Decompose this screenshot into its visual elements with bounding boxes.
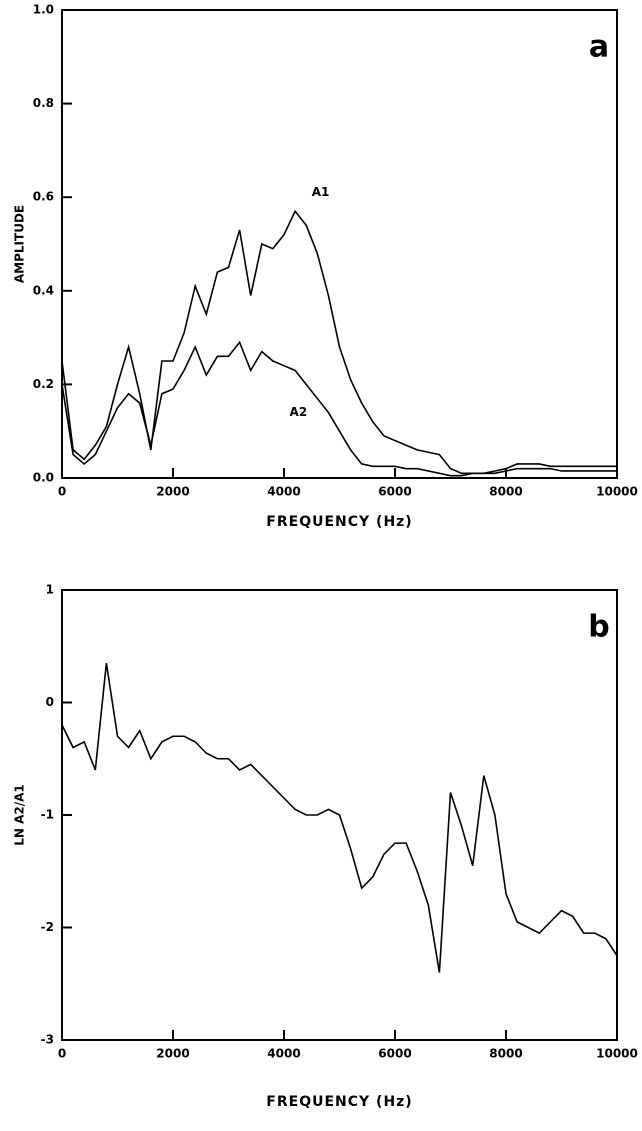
x-tick-label: 2000	[156, 1047, 189, 1061]
y-tick-label: 1.0	[33, 3, 54, 17]
y-tick-label: -1	[41, 808, 54, 822]
x-tick-label: 0	[58, 485, 66, 499]
x-tick-label: 8000	[489, 1047, 522, 1061]
x-tick-label: 2000	[156, 485, 189, 499]
x-tick-label: 4000	[267, 1047, 300, 1061]
y-tick-label: 0	[46, 695, 54, 709]
y-tick-label: 1	[46, 583, 54, 597]
y-tick-label: 0.8	[33, 96, 54, 110]
x-tick-label: 8000	[489, 485, 522, 499]
x-tick-label: 6000	[378, 1047, 411, 1061]
x-axis-title: FREQUENCY (Hz)	[266, 514, 412, 530]
x-tick-label: 4000	[267, 485, 300, 499]
x-tick-label: 10000	[596, 485, 638, 499]
y-tick-label: -2	[41, 920, 54, 934]
data-line	[61, 663, 618, 973]
plot-frame	[61, 9, 618, 479]
x-axis-title: FREQUENCY (Hz)	[266, 1094, 412, 1110]
x-tick-label: 10000	[596, 1047, 638, 1061]
data-line	[61, 209, 617, 475]
y-tick-label: 0.6	[33, 190, 54, 204]
y-axis-title: LN A2/A1	[13, 784, 27, 846]
y-tick-label: 0.2	[33, 377, 54, 391]
y-tick-label: 0.4	[33, 283, 54, 297]
series-label: A2	[290, 405, 308, 419]
x-tick-label: 6000	[378, 485, 411, 499]
y-tick-label: 0.0	[33, 471, 54, 485]
x-tick-label: 0	[58, 1047, 66, 1061]
panel-label: b	[588, 610, 609, 645]
panel-label: a	[589, 30, 609, 65]
series-label: A1	[312, 185, 330, 199]
data-line	[61, 340, 617, 477]
y-tick-label: -3	[41, 1033, 54, 1047]
y-axis-title: AMPLITUDE	[13, 205, 27, 283]
